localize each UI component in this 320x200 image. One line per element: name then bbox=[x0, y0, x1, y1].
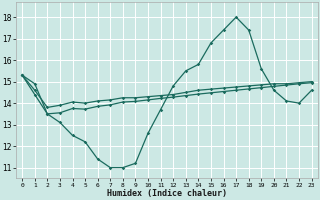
X-axis label: Humidex (Indice chaleur): Humidex (Indice chaleur) bbox=[107, 189, 227, 198]
